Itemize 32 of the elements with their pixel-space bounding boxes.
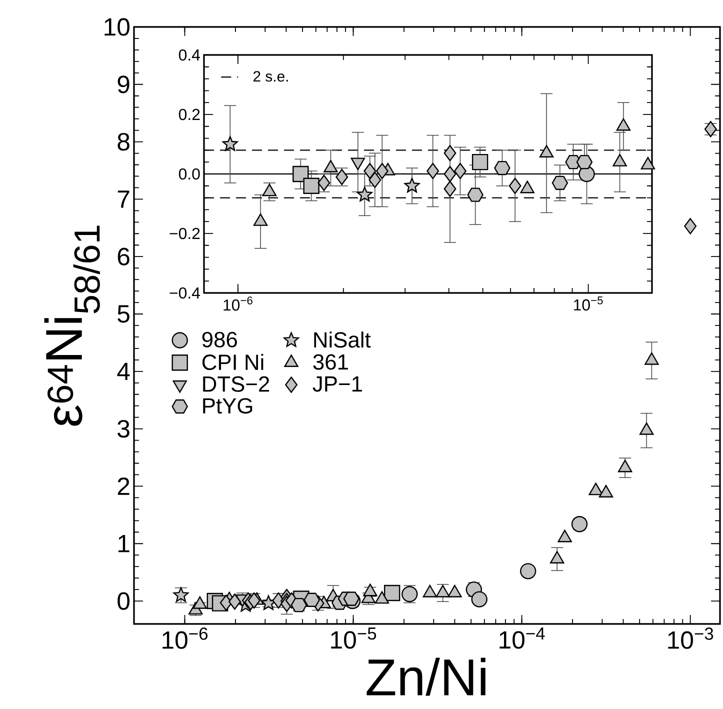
legend-label: JP−1 [312,376,362,392]
legend-label: 2 s.e. [253,71,288,82]
x-tick-label: 10$^{−5}$ [574,296,603,311]
y-tick-label: 0 [118,592,130,610]
y-tick-label: 0.2 [178,108,200,120]
legend-label: 986 [202,332,237,348]
x-tick-label: 10$^{−6}$ [224,296,252,311]
y-tick-label: 1 [118,535,130,552]
y-tick-label: 0.0 [178,168,200,180]
legend-label: NiSalt [314,332,371,348]
y-tick-label: 8 [118,132,130,151]
y-tick-label: 3 [118,420,130,438]
y-tick-label: 4 [117,362,130,380]
y-axis-title: ε$^{64}$Ni$_{58/61}$ [44,226,100,426]
x-tick-label: 10$^{−4}$ [500,628,545,649]
legend-label: CPI Ni [202,354,264,370]
legend-label: 361 [313,354,348,370]
y-tick-label: 7 [118,190,130,208]
x-tick-label: 10$^{−5}$ [331,628,376,649]
y-tick-label: −0.4 [170,287,200,299]
y-tick-label: 6 [118,248,130,266]
y-tick-label: 2 [118,478,130,495]
y-tick-label: 5 [118,305,130,323]
y-tick-label: 9 [118,76,130,94]
legend-label: DTS−2 [203,376,270,392]
legend-label: PtYG [203,398,252,414]
x-axis-title: Zn/Ni [366,658,486,696]
y-tick-label: 10 [104,18,130,36]
y-tick-label: −0.2 [170,228,200,240]
x-tick-label: 10$^{−6}$ [162,628,208,649]
y-tick-label: 0.4 [178,49,200,61]
x-tick-label: 10$^{−3}$ [668,628,714,649]
